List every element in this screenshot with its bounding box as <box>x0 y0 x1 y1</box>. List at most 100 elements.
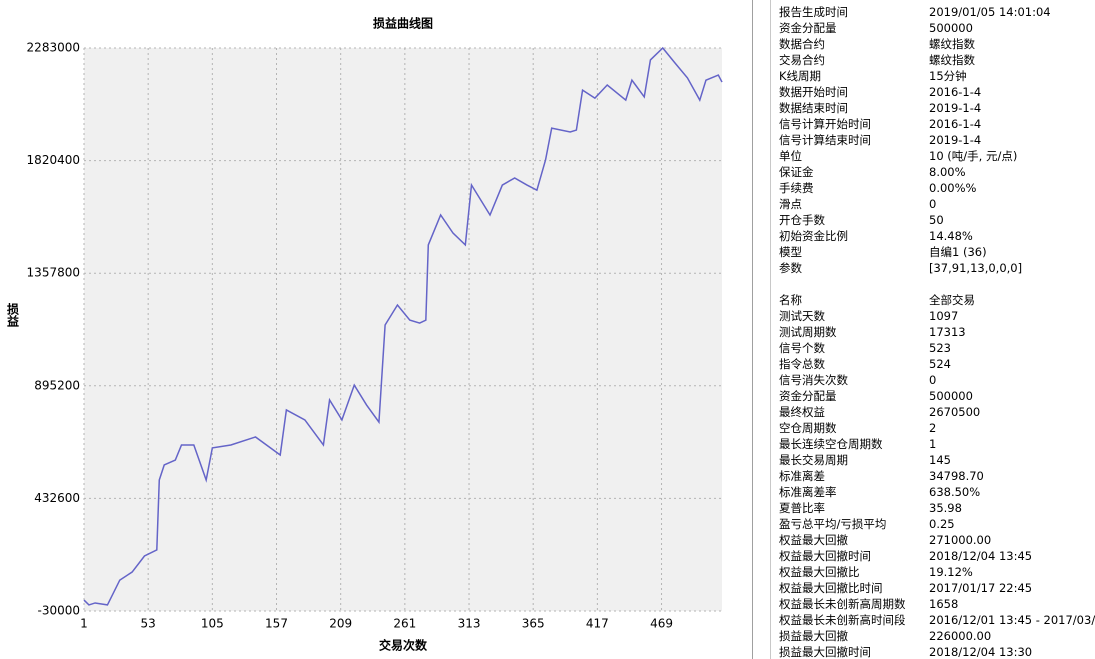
field-value: 15分钟 <box>929 69 967 83</box>
field-name: 信号个数 <box>779 341 825 355</box>
field-value: 34798.70 <box>929 469 984 483</box>
field-name: 标准离差率 <box>779 485 837 499</box>
field-name: 权益最大回撤时间 <box>779 549 871 563</box>
field-value: [37,91,13,0,0,0] <box>929 261 1023 275</box>
field-value: 50 <box>929 213 944 227</box>
field-name: 资金分配量 <box>779 21 837 35</box>
field-value: 226000.00 <box>929 629 992 643</box>
field-name: 滑点 <box>779 197 802 211</box>
field-name: 空仓周期数 <box>779 421 837 435</box>
x-tick-label: 365 <box>522 617 545 631</box>
field-value: 螺纹指数 <box>929 37 975 51</box>
field-value: 2 <box>929 421 937 435</box>
field-name: 最长交易周期 <box>779 453 848 467</box>
field-value: 271000.00 <box>929 533 992 547</box>
field-value: 2016/12/01 13:45 - 2017/03/2 <box>929 613 1095 627</box>
field-value: 2019-1-4 <box>929 101 982 115</box>
field-value: 524 <box>929 357 951 371</box>
field-name: 资金分配量 <box>779 389 837 403</box>
field-value: 19.12% <box>929 565 973 579</box>
field-name: 测试天数 <box>779 309 825 323</box>
x-tick-label: 209 <box>329 617 352 631</box>
field-value: 638.50% <box>929 485 981 499</box>
field-name: 损益最大回撤时间 <box>779 645 871 659</box>
field-name: 损益最大回撤 <box>779 629 848 643</box>
x-tick-label: 157 <box>265 617 288 631</box>
divider <box>770 0 771 659</box>
field-value: 10 (吨/手, 元/点) <box>929 149 1018 163</box>
field-value: 523 <box>929 341 951 355</box>
x-axis-label: 交易次数 <box>379 638 428 653</box>
field-value: 2016-1-4 <box>929 117 982 131</box>
x-tick-label: 469 <box>650 617 673 631</box>
field-name: 夏普比率 <box>779 501 825 515</box>
field-value: 1 <box>929 437 937 451</box>
field-name: 数据合约 <box>779 37 825 51</box>
data-line <box>83 46 723 606</box>
field-value: 17313 <box>929 325 966 339</box>
field-name: 参数 <box>779 261 802 275</box>
field-name: 单位 <box>779 149 802 163</box>
field-name: 标准离差 <box>779 469 825 483</box>
field-value: 35.98 <box>929 501 962 515</box>
y-tick-label: 1357800 <box>27 266 80 280</box>
report-panel: 报告生成时间 2019/01/05 14:01:04 资金分配量 500000 数据合约… <box>752 0 1095 659</box>
field-name: 名称 <box>779 293 802 307</box>
x-tick-label: 417 <box>586 617 609 631</box>
plot-area <box>84 48 722 611</box>
y-tick-label: 895200 <box>34 378 80 392</box>
field-value: 2018/12/04 13:45 <box>929 549 1033 563</box>
field-value: 0.00%% <box>929 181 977 195</box>
chart: 损益曲线图 交易次数 损益 -30000 432600 895200 1357800 1… <box>6 16 723 653</box>
field-name: 数据开始时间 <box>779 85 848 99</box>
y-tick-label: 2283000 <box>27 41 80 55</box>
field-name: 盈亏总平均/亏损平均 <box>779 517 887 531</box>
field-name: 最终权益 <box>779 405 825 419</box>
x-tick-label: 53 <box>141 617 156 631</box>
x-tick-label: 261 <box>393 617 416 631</box>
field-value: 螺纹指数 <box>929 53 975 67</box>
field-name: 权益最大回撤 <box>779 533 848 547</box>
field-value: 0 <box>929 197 937 211</box>
field-value: 2016-1-4 <box>929 85 982 99</box>
field-name: 信号消失次数 <box>779 373 848 387</box>
field-value: 2019/01/05 14:01:04 <box>929 5 1051 19</box>
field-value: 全部交易 <box>929 293 975 307</box>
field-name: 最长连续空仓周期数 <box>779 437 883 451</box>
field-value: 2670500 <box>929 405 981 419</box>
field-name: 测试周期数 <box>779 325 837 339</box>
field-value: 8.00% <box>929 165 966 179</box>
field-value: 自编1 (36) <box>929 245 987 259</box>
field-name: 交易合约 <box>779 53 825 67</box>
field-value: 500000 <box>929 389 973 403</box>
field-name: 保证金 <box>779 165 814 179</box>
field-name: K线周期 <box>779 69 822 83</box>
field-value: 1097 <box>929 309 959 323</box>
field-name: 数据结束时间 <box>779 101 848 115</box>
field-name: 报告生成时间 <box>779 5 848 19</box>
field-value: 145 <box>929 453 951 467</box>
chart-title: 损益曲线图 <box>373 16 433 31</box>
field-name: 初始资金比例 <box>779 229 848 243</box>
y-tick-label: 432600 <box>34 491 80 505</box>
y-tick-label: -30000 <box>37 604 80 618</box>
field-name: 模型 <box>779 245 802 259</box>
field-value: 0 <box>929 373 937 387</box>
field-name: 权益最大回撤比时间 <box>779 581 883 595</box>
x-tick-label: 313 <box>458 617 481 631</box>
x-tick-label: 105 <box>201 617 224 631</box>
field-name: 权益最长未创新高周期数 <box>779 597 906 611</box>
field-name: 信号计算结束时间 <box>779 133 871 147</box>
field-value: 0.25 <box>929 517 955 531</box>
field-name: 权益最大回撤比 <box>779 565 860 579</box>
y-axis-label: 损益 <box>6 302 20 328</box>
field-value: 2017/01/17 22:45 <box>929 581 1033 595</box>
y-tick-label: 1820400 <box>27 153 80 167</box>
field-name: 手续费 <box>779 181 814 195</box>
field-value: 2018/12/04 13:30 <box>929 645 1033 659</box>
field-name: 开仓手数 <box>779 213 825 227</box>
field-value: 14.48% <box>929 229 973 243</box>
field-value: 2019-1-4 <box>929 133 982 147</box>
x-tick-label: 1 <box>80 617 88 631</box>
